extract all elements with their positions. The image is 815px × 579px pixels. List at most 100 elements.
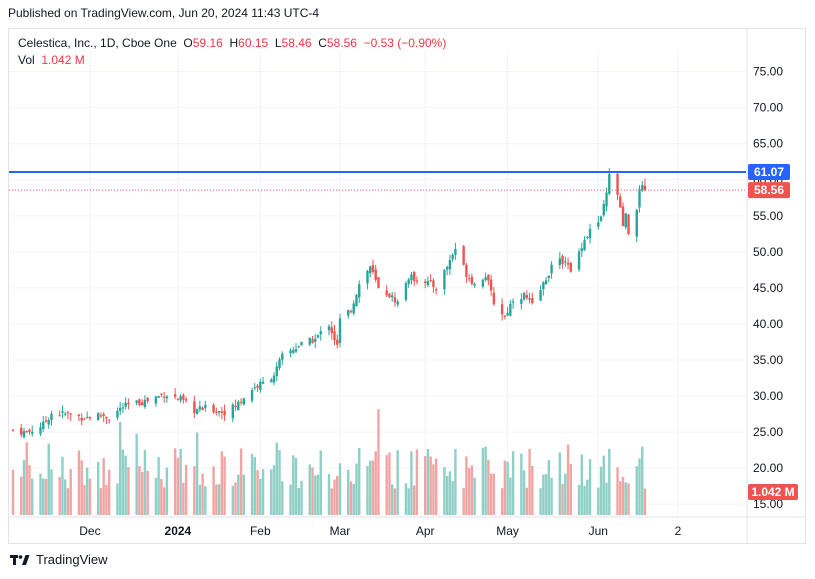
volume-bar: [366, 465, 369, 515]
volume-bar: [64, 479, 67, 515]
volume-bar: [333, 479, 336, 515]
last-price-tag: [748, 182, 790, 199]
candle-body: [212, 404, 215, 413]
x-tick-label: Apr: [416, 524, 435, 538]
volume-bar: [531, 466, 534, 515]
volume-bar: [39, 473, 42, 515]
candle-body: [605, 192, 608, 207]
candle-body: [407, 279, 410, 284]
x-tick-label: Feb: [250, 524, 271, 538]
volume-bar: [509, 477, 512, 515]
volume-bar: [588, 459, 592, 515]
volume-bar: [473, 477, 476, 515]
candle-body: [522, 293, 526, 300]
candle-body: [385, 290, 388, 296]
volume-bar: [157, 457, 160, 515]
candle-body: [138, 399, 141, 406]
volume-bar: [201, 473, 204, 515]
candle-body: [204, 404, 207, 409]
y-tick-label: 15.00: [753, 497, 783, 511]
candle-body: [506, 312, 509, 316]
candle-body: [547, 275, 551, 279]
candle-body: [39, 427, 42, 434]
candle-body: [105, 416, 108, 419]
y-tick-label: 20.00: [753, 461, 783, 475]
candle-body: [561, 255, 564, 264]
legend-low-label: L: [274, 36, 282, 50]
volume-bar: [627, 483, 630, 515]
volume-bar: [525, 487, 529, 515]
candle-body: [489, 279, 493, 291]
candle-body: [242, 398, 246, 405]
volume-bar: [586, 479, 589, 515]
volume-bar: [635, 466, 638, 515]
candle-body: [311, 339, 314, 343]
candle-body: [412, 271, 416, 281]
candle-body: [261, 381, 265, 384]
volume-bar: [176, 457, 180, 515]
candle-body: [542, 282, 545, 290]
candle-body: [272, 375, 276, 383]
volume-bar: [215, 484, 218, 515]
candle-body: [28, 429, 31, 432]
x-tick-label: Mar: [330, 524, 351, 538]
candle-body: [44, 420, 48, 422]
candle-body: [116, 410, 119, 418]
x-tick-label: Dec: [79, 524, 100, 538]
volume-bar: [451, 481, 454, 515]
candle-body: [184, 399, 188, 401]
candle-body: [195, 409, 199, 414]
volume-bar: [388, 452, 391, 515]
candle-body: [347, 310, 350, 316]
candle-body: [61, 411, 64, 413]
tradingview-logo-icon: [10, 554, 30, 566]
candle-body: [102, 414, 105, 417]
candle-body: [635, 209, 638, 237]
candle-body: [160, 393, 163, 395]
y-tick-label: 30.00: [753, 389, 783, 403]
volume-bar: [300, 480, 303, 515]
candle-body: [520, 299, 523, 304]
legend-close-label: C: [318, 36, 327, 50]
volume-bar: [597, 487, 600, 515]
candle-body: [443, 269, 446, 290]
candle-body: [327, 326, 331, 331]
candle-body: [426, 281, 430, 286]
candle-body: [217, 410, 221, 413]
y-tick-label: 25.00: [753, 425, 783, 439]
candle-body: [511, 301, 515, 303]
last-price-label: 58.56: [754, 183, 784, 197]
candle-body: [253, 387, 257, 389]
volume-bar: [223, 456, 226, 515]
candle-body: [193, 401, 196, 414]
volume-bar: [624, 482, 627, 515]
volume-bar: [96, 461, 100, 515]
candle-body: [377, 277, 380, 288]
volume-bar: [336, 475, 339, 515]
volume-bar: [294, 457, 298, 515]
volume-bar: [316, 474, 320, 515]
candle-body: [237, 401, 240, 410]
volume-bar: [85, 467, 89, 515]
volume-bar: [412, 485, 416, 515]
volume-bar: [487, 459, 490, 515]
volume-bar: [638, 458, 641, 515]
volume-bar: [127, 467, 130, 515]
candle-body: [256, 385, 259, 388]
volume-bar: [270, 469, 273, 515]
volume-bar: [550, 477, 553, 515]
candle-body: [223, 410, 226, 416]
candle-body: [239, 401, 243, 403]
candle-body: [173, 394, 177, 397]
candle-body: [410, 274, 413, 281]
volume-bar: [292, 455, 295, 515]
candle-body: [577, 251, 581, 270]
volume-bar: [173, 448, 177, 515]
volume-bar: [261, 469, 265, 515]
candle-body: [270, 379, 273, 383]
volume-bar: [44, 478, 48, 515]
volume-bar: [580, 454, 583, 515]
legend-change-value: −0.53 (−0.90%): [363, 36, 447, 50]
candle-body: [140, 402, 144, 406]
